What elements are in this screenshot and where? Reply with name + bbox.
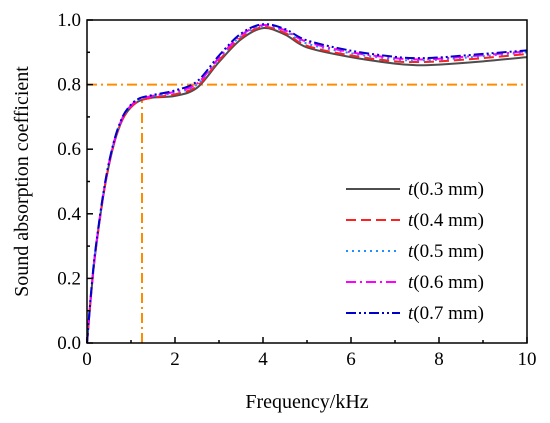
series-lines: [86, 23, 528, 344]
y-axis-title: Sound absorption coefficient: [11, 66, 33, 297]
x-tick-label: 10: [518, 349, 537, 370]
x-tick-label: 6: [346, 349, 356, 370]
reference-lines: [87, 83, 527, 343]
legend-label-3: t(0.5 mm): [408, 241, 484, 262]
legend-label-1: t(0.3 mm): [408, 179, 484, 200]
x-tick-label: 0: [82, 349, 92, 370]
x-tick-label: 8: [434, 349, 444, 370]
x-tick-label: 4: [258, 349, 268, 370]
y-tick-label: 1.0: [57, 10, 81, 31]
y-tick-label: 0.2: [57, 268, 81, 289]
series-line-4: [86, 24, 528, 344]
legend: t(0.3 mm) t(0.4 mm) t(0.5 mm) t(0.6 mm) t(0.…: [346, 179, 484, 324]
series-line-5: [86, 23, 528, 344]
x-axis-title: Frequency/kHz: [245, 391, 368, 413]
axis-ticks: 0 2 4 6 8 10 0.0 0.2 0.4 0.6 0.8 1.0: [57, 10, 536, 370]
legend-label-5: t(0.7 mm): [408, 303, 484, 324]
legend-label-4: t(0.6 mm): [408, 272, 484, 293]
y-tick-label: 0.0: [57, 333, 81, 354]
legend-label-2: t(0.4 mm): [408, 210, 484, 231]
x-tick-label: 2: [170, 349, 180, 370]
y-tick-label: 0.4: [57, 204, 81, 225]
y-tick-label: 0.6: [57, 139, 81, 160]
y-tick-label: 0.8: [57, 75, 81, 96]
